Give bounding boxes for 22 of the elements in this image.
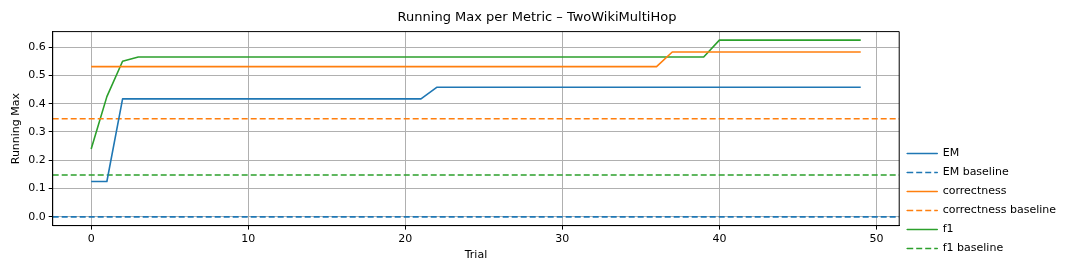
- y-tick-label: 0.5: [28, 68, 46, 82]
- y-tick-label: 0.0: [28, 209, 46, 223]
- y-tick-label: 0.4: [28, 96, 46, 110]
- x-tick-label: 10: [241, 232, 256, 246]
- legend-label: f1: [942, 222, 954, 236]
- legend-label: correctness baseline: [942, 203, 1057, 217]
- x-tick-label: 40: [712, 232, 727, 246]
- y-tick-label: 0.3: [28, 124, 46, 138]
- x-tick-label: 30: [555, 232, 570, 246]
- x-tick-label: 20: [398, 232, 413, 246]
- y-axis-title: Running Max: [9, 92, 23, 165]
- legend-label: EM: [942, 146, 960, 160]
- x-axis-title: Trial: [463, 248, 488, 262]
- legend-label: f1 baseline: [942, 241, 1004, 255]
- legend-label: EM baseline: [942, 165, 1009, 179]
- y-tick-label: 0.1: [28, 181, 46, 195]
- chart-title: Running Max per Metric – TwoWikiMultiHop: [397, 9, 677, 25]
- x-tick-label: 0: [87, 232, 95, 246]
- x-tick-label: 50: [869, 232, 884, 246]
- legend-label: correctness: [942, 184, 1007, 198]
- y-tick-label: 0.2: [28, 153, 46, 167]
- y-tick-label: 0.6: [28, 40, 46, 54]
